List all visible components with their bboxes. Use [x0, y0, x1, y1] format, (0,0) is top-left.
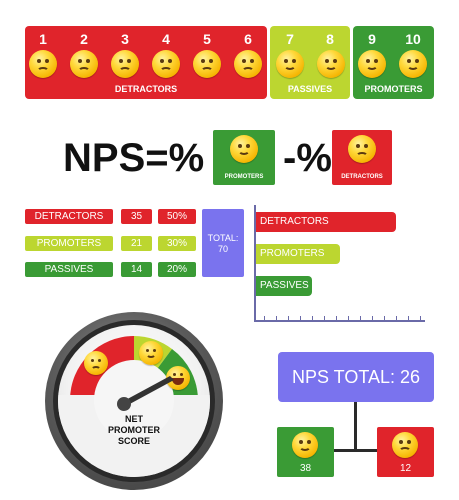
promoters-count: 38: [299, 463, 312, 474]
sad-face-icon: [152, 50, 180, 78]
x-axis-tick: [360, 316, 361, 321]
bar-detractors: DETRACTORS: [256, 212, 396, 232]
smile-face-icon: [317, 50, 345, 78]
scale-number: 9: [368, 31, 376, 47]
scale-number: 8: [326, 31, 334, 47]
detractors-count-box: 12: [377, 427, 434, 477]
scale-number: 2: [80, 31, 88, 47]
x-axis-tick: [396, 316, 397, 321]
x-axis: [254, 320, 425, 322]
table-row-label: PROMOTERS: [25, 236, 113, 251]
total-value: 70: [217, 244, 228, 254]
table-row-percent: 50%: [158, 209, 196, 224]
x-axis-tick: [300, 316, 301, 321]
table-row-count: 14: [121, 262, 152, 277]
nps-total-box: NPS TOTAL: 26: [278, 352, 434, 402]
bar-passives: PASSIVES: [256, 276, 312, 296]
scale-number: 4: [162, 31, 170, 47]
scale-number: 7: [286, 31, 294, 47]
smile-face-icon: [292, 432, 318, 458]
table-row-percent: 30%: [158, 236, 196, 251]
x-axis-tick: [372, 316, 373, 321]
gauge-label-line3: SCORE: [117, 436, 150, 446]
formula-promoters-box: PROMOTERS: [213, 130, 275, 185]
x-axis-tick: [408, 316, 409, 321]
sad-face-icon: [111, 50, 139, 78]
sad-face-icon: [70, 50, 98, 78]
x-axis-tick: [384, 316, 385, 321]
sad-face-icon: [348, 135, 376, 163]
passives-label: PASSIVES: [287, 84, 333, 94]
promoters-label: PROMOTERS: [364, 84, 423, 94]
total-box: TOTAL: 70: [202, 209, 244, 277]
promoters-count-box: 38: [277, 427, 334, 477]
x-axis-tick: [312, 316, 313, 321]
smile-face-icon: [399, 50, 427, 78]
x-axis-tick: [324, 316, 325, 321]
scale-number: 6: [244, 31, 252, 47]
x-axis-tick: [348, 316, 349, 321]
smile-face-icon: [230, 135, 258, 163]
x-axis-tick: [276, 316, 277, 321]
formula-detractors-label: DETRACTORS: [341, 174, 383, 180]
formula-middle: -%: [283, 136, 332, 180]
table-row-percent: 20%: [158, 262, 196, 277]
bar-promoters: PROMOTERS: [256, 244, 340, 264]
table-row-count: 21: [121, 236, 152, 251]
table-row-label: DETRACTORS: [25, 209, 113, 224]
gauge-label-line2: PROMOTER: [107, 425, 160, 435]
x-axis-tick: [336, 316, 337, 321]
y-axis: [254, 205, 256, 322]
detractors-count: 12: [399, 463, 412, 474]
connector-vertical: [354, 402, 357, 452]
formula-promoters-label: PROMOTERS: [224, 174, 264, 180]
sad-face-icon: [193, 50, 221, 78]
scale-number: 5: [203, 31, 211, 47]
sad-face-icon: [84, 351, 108, 375]
connector-horizontal: [334, 449, 378, 452]
detractors-label: DETRACTORS: [114, 84, 178, 94]
table-row-label: PASSIVES: [25, 262, 113, 277]
scale-number: 10: [405, 31, 421, 47]
scale-number: 1: [39, 31, 47, 47]
x-axis-tick: [288, 316, 289, 321]
gauge-label-line1: NET: [125, 414, 143, 424]
smile-face-icon: [276, 50, 304, 78]
formula-detractors-box: DETRACTORS: [332, 130, 392, 185]
detractors-segment: [25, 26, 267, 99]
smile-face-icon: [358, 50, 386, 78]
scale-number: 3: [121, 31, 129, 47]
formula-left: NPS=%: [63, 136, 205, 180]
sad-face-icon: [234, 50, 262, 78]
sad-face-icon: [29, 50, 57, 78]
gauge-label: NET PROMOTER SCORE: [94, 414, 174, 447]
total-label: TOTAL:: [207, 233, 239, 243]
x-axis-tick: [264, 316, 265, 321]
smile-face-icon: [139, 341, 163, 365]
sad-face-icon: [392, 432, 418, 458]
gauge-needle: [117, 376, 174, 411]
table-row-count: 35: [121, 209, 152, 224]
x-axis-tick: [420, 316, 421, 321]
